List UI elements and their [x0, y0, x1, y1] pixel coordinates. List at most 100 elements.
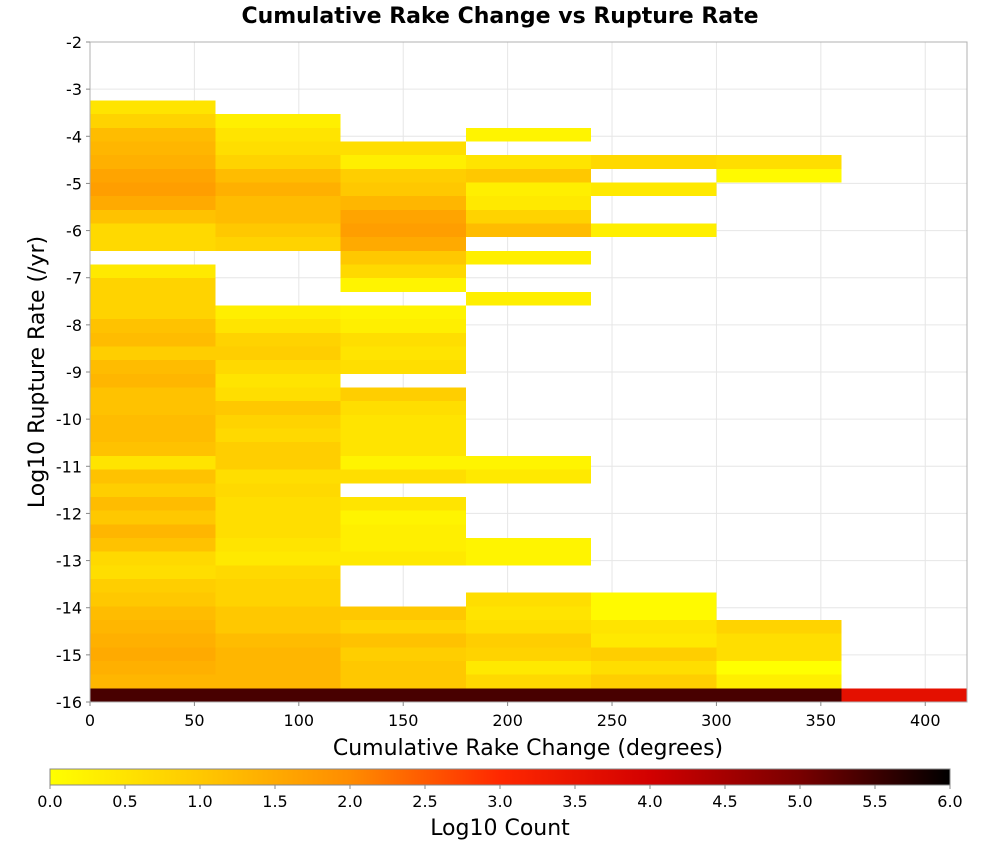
heatmap-cell: [90, 223, 216, 238]
heatmap-cell: [591, 592, 717, 607]
heatmap-cell: [90, 483, 216, 497]
heatmap-cell: [340, 524, 466, 538]
heatmap-cell: [591, 647, 717, 661]
heatmap-cell: [591, 182, 717, 197]
heatmap-cell: [340, 196, 466, 210]
heatmap-cell: [90, 401, 216, 415]
heatmap-cell: [465, 250, 592, 265]
heatmap-cell: [215, 387, 341, 402]
y-tick-label: -7: [66, 269, 82, 288]
heatmap-cell: [215, 537, 341, 552]
colorbar-tick-label: 3.5: [562, 792, 587, 811]
colorbar-tick-label: 2.0: [337, 792, 362, 811]
heatmap-cell: [215, 510, 341, 525]
heatmap-cell: [340, 250, 466, 265]
heatmap-cell: [465, 551, 592, 566]
heatmap-cell: [591, 660, 717, 675]
heatmap-cell: [215, 565, 341, 579]
heatmap-cell: [90, 578, 216, 593]
colorbar-tick-label: 5.5: [862, 792, 887, 811]
heatmap-cell: [90, 291, 216, 306]
heatmap-cell: [340, 674, 466, 689]
heatmap-cell: [90, 346, 216, 361]
heatmap-cell: [215, 660, 341, 675]
heatmap-cell: [340, 264, 466, 279]
colorbar-tick-label: 0.5: [112, 792, 137, 811]
heatmap-cell: [716, 674, 842, 689]
heatmap-cell: [90, 496, 216, 511]
heatmap-cell: [215, 578, 341, 593]
heatmap-cell: [90, 319, 216, 333]
y-tick-label: -6: [66, 222, 82, 241]
heatmap-cell: [716, 660, 842, 675]
heatmap-cell: [716, 155, 842, 169]
heatmap-cell: [90, 551, 216, 566]
heatmap-cell: [465, 633, 592, 648]
heatmap-cell: [215, 414, 341, 429]
heatmap-cell: [340, 660, 466, 675]
heatmap-cell: [215, 401, 341, 415]
heatmap-cell: [340, 141, 466, 156]
heatmap-cell: [90, 196, 216, 210]
colorbar-tick-label: 4.0: [637, 792, 662, 811]
heatmap-cell: [340, 606, 466, 620]
heatmap-cell: [90, 100, 216, 115]
x-tick-label: 150: [388, 711, 419, 730]
x-tick-label: 0: [85, 711, 95, 730]
colorbar-title: Log10 Count: [430, 816, 570, 841]
x-axis-ticks: 0 50 100 150 200 250 300 350 400: [85, 702, 941, 730]
heatmap-cell: [465, 127, 592, 142]
heatmap-cell: [90, 414, 216, 429]
x-tick-label: 400: [910, 711, 941, 730]
y-tick-label: -8: [66, 316, 82, 335]
x-tick-label: 300: [701, 711, 732, 730]
heatmap-cell: [90, 442, 216, 456]
heatmap-cell: [90, 155, 216, 169]
heatmap-cell: [215, 633, 341, 648]
y-tick-label: -13: [56, 552, 82, 571]
heatmap-cell: [465, 168, 592, 183]
heatmap-cell: [340, 168, 466, 183]
heatmap-cell: [90, 674, 216, 689]
heatmap-cell: [215, 592, 341, 607]
heatmap-cell: [340, 428, 466, 443]
heatmap-cell: [340, 551, 466, 566]
colorbar-tick-label: 1.0: [187, 792, 212, 811]
y-tick-label: -11: [56, 457, 82, 476]
heatmap-cell: [716, 688, 842, 702]
heatmap-cell: [465, 209, 592, 224]
colorbar-tick-label: 4.5: [712, 792, 737, 811]
heatmap-cell: [215, 551, 341, 566]
heatmap-cell: [340, 401, 466, 415]
heatmap-cell: [90, 360, 216, 374]
heatmap-cell: [90, 387, 216, 402]
y-tick-label: -15: [56, 646, 82, 665]
heatmap-cell: [465, 182, 592, 197]
heatmap-cell: [90, 469, 216, 484]
x-axis-label: Cumulative Rake Change (degrees): [333, 736, 723, 761]
heatmap-cell: [215, 524, 341, 538]
heatmap-cell: [215, 332, 341, 347]
heatmap-cell: [716, 619, 842, 634]
heatmap-cell: [716, 633, 842, 648]
heatmap-cell: [465, 537, 592, 552]
x-tick-label: 250: [597, 711, 628, 730]
heatmap-cell: [465, 660, 592, 675]
y-tick-label: -14: [56, 599, 82, 618]
heatmap-cell: [215, 619, 341, 634]
x-tick-label: 350: [806, 711, 837, 730]
x-tick-label: 100: [284, 711, 315, 730]
heatmap-cell: [215, 483, 341, 497]
heatmap-cell: [215, 469, 341, 484]
heatmap-cell: [340, 237, 466, 251]
heatmap-cell: [90, 455, 216, 470]
heatmap-cell: [340, 346, 466, 361]
heatmap-cell: [465, 196, 592, 210]
heatmap-cell: [340, 305, 466, 320]
y-tick-label: -16: [56, 693, 82, 712]
colorbar-tick-label: 1.5: [262, 792, 287, 811]
heatmap-cell: [215, 674, 341, 689]
heatmap-cell: [340, 619, 466, 634]
heatmap-cell: [340, 414, 466, 429]
colorbar-tick-label: 0.0: [37, 792, 62, 811]
